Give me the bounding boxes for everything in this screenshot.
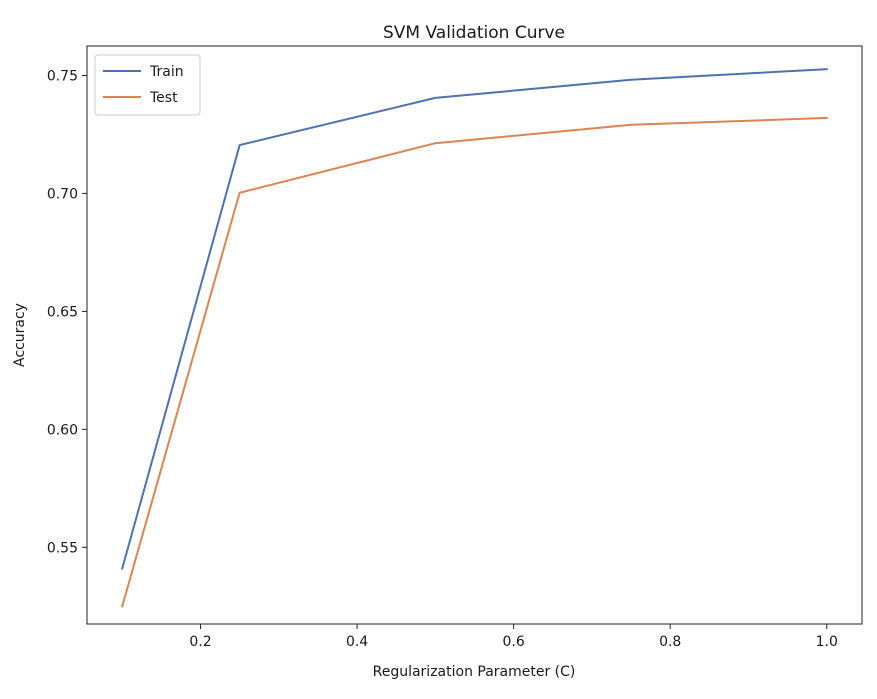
plot-area [86, 45, 863, 625]
y-tick-label: 0.70 [47, 186, 78, 202]
series-line-train [120, 68, 828, 570]
legend: Train Test [94, 54, 201, 116]
y-axis-label: Accuracy [12, 303, 28, 367]
x-tick-label: 0.8 [659, 634, 681, 650]
legend-label-train: Train [149, 64, 184, 80]
x-tick-label: 1.0 [816, 634, 838, 650]
chart-title: SVM Validation Curve [383, 23, 565, 43]
x-tick-label: 0.6 [503, 634, 525, 650]
y-tick-label: 0.55 [47, 540, 78, 556]
x-tick-label: 0.2 [189, 634, 211, 650]
legend-label-test: Test [149, 90, 178, 106]
y-tick-label: 0.60 [47, 422, 78, 438]
series-line-test [120, 116, 828, 608]
x-axis: 0.2 0.4 0.6 0.8 1.0 [189, 624, 838, 650]
legend-box [94, 54, 201, 116]
x-tick-label: 0.4 [346, 634, 368, 650]
y-tick-label: 0.65 [47, 304, 78, 320]
y-axis: 0.55 0.60 0.65 0.70 0.75 [47, 68, 87, 556]
x-axis-label: Regularization Parameter (C) [373, 664, 576, 680]
series-lines [120, 68, 828, 608]
y-tick-label: 0.75 [47, 68, 78, 84]
